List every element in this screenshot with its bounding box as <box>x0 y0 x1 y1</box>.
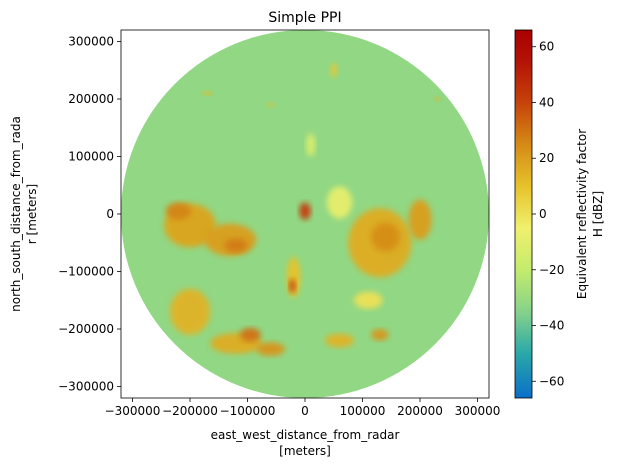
ppi-plot-area: −300000 −200000 −100000 0 100000 200000 300000… <box>58 29 501 418</box>
y-axis-label-unit: r [meters] <box>25 184 39 244</box>
y-tick-label-0: 300000 <box>68 35 114 49</box>
x-axis-ticks: −300000 −200000 −100000 0 100000 200000 300000 <box>105 398 501 418</box>
echo-west-cell-core <box>165 202 192 220</box>
x-tick-label-3: 0 <box>301 404 309 418</box>
colorbar-tick-label-2: 20 <box>539 151 554 165</box>
echo-near-south-core <box>288 278 296 293</box>
echo-north-speck-1 <box>330 63 338 78</box>
colorbar: 60 40 20 0 −20 −40 −60 <box>514 29 564 399</box>
x-axis-label: east_west_distance_from_radar <box>211 428 400 442</box>
x-tick-label-1: −200000 <box>162 404 218 418</box>
echo-southeast-cell <box>325 333 354 348</box>
reflectivity-echoes <box>164 63 441 357</box>
chart-title: Simple PPI <box>268 10 341 26</box>
echo-northeast-speck <box>434 96 441 102</box>
y-tick-label-1: 200000 <box>68 92 114 106</box>
colorbar-ticks: 60 40 20 0 −20 −40 −60 <box>532 40 564 388</box>
y-axis-label: north_south_distance_from_rada <box>9 116 23 312</box>
x-tick-label-2: −100000 <box>220 404 276 418</box>
colorbar-tick-label-3: 0 <box>539 207 547 221</box>
y-tick-label-4: −100000 <box>58 265 114 279</box>
x-tick-label-4: 100000 <box>340 404 386 418</box>
x-tick-label-0: −300000 <box>105 404 161 418</box>
echo-north-speck-3 <box>267 102 274 108</box>
x-tick-label-6: 300000 <box>455 404 501 418</box>
colorbar-label: Equivalent reflectivity factor <box>575 129 589 299</box>
echo-center-clutter <box>299 202 311 220</box>
echo-southeast-cell-2 <box>371 329 389 341</box>
echo-southwest-band <box>169 288 211 335</box>
y-tick-label-2: 100000 <box>68 150 114 164</box>
colorbar-tick-label-6: −60 <box>539 374 564 388</box>
y-tick-label-6: −300000 <box>58 380 114 394</box>
colorbar-gradient <box>514 29 533 399</box>
colorbar-tick-label-1: 40 <box>539 95 554 109</box>
y-tick-label-3: 0 <box>106 207 114 221</box>
x-axis-label-unit: [meters] <box>279 444 331 458</box>
colorbar-tick-label-5: −40 <box>539 319 564 333</box>
echo-south-band-2 <box>256 342 285 357</box>
colorbar-tick-label-0: 60 <box>539 40 554 54</box>
colorbar-label-unit: H [dBZ] <box>591 191 605 237</box>
echo-north-speck-2 <box>202 90 212 96</box>
echo-ring-east <box>326 186 353 219</box>
echo-southeast-scatter <box>353 291 383 309</box>
echo-east-cell-core <box>371 222 400 252</box>
y-tick-label-5: −200000 <box>58 322 114 336</box>
echo-west-central-core <box>224 238 248 253</box>
x-tick-label-5: 200000 <box>397 404 443 418</box>
echo-south-cell-1 <box>240 327 261 342</box>
colorbar-tick-label-4: −20 <box>539 263 564 277</box>
y-axis-ticks: 300000 200000 100000 0 −100000 −200000 −300000 <box>58 35 121 394</box>
echo-east-outer <box>408 199 432 240</box>
echo-clear-air-north <box>306 133 316 157</box>
